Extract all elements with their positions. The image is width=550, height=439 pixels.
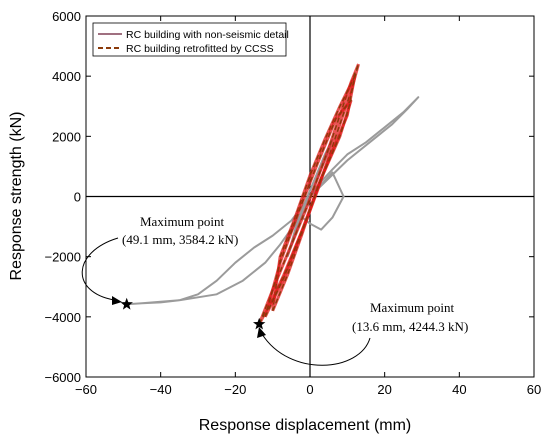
y-axis-ticks: −6000 −4000 −2000 0 2000 4000 6000 — [44, 9, 534, 385]
y-axis-title: Response strength (kN) — [8, 112, 25, 281]
series-retrofitted-loop — [264, 99, 352, 318]
x-axis-title: Response displacement (mm) — [199, 417, 412, 434]
x-tick-label: 60 — [527, 382, 541, 397]
annotation-2-arrow — [261, 333, 371, 366]
series-non-seismic-loop — [125, 195, 311, 306]
annotation-2-arrowhead — [257, 327, 266, 338]
series-non-seismic-loop — [309, 96, 420, 198]
annotation-1-arrow — [81, 237, 119, 301]
x-tick-label: −60 — [75, 382, 97, 397]
annotation-1-title: Maximum point — [140, 214, 225, 229]
y-tick-label: −2000 — [44, 250, 81, 265]
x-tick-label: −20 — [224, 382, 246, 397]
x-tick-label: 20 — [377, 382, 391, 397]
annotation-1-arrowhead — [112, 296, 122, 305]
max-point-markers — [120, 297, 266, 330]
x-tick-label: −40 — [150, 382, 172, 397]
y-tick-label: 6000 — [52, 9, 81, 24]
annotation-2-title: Maximum point — [370, 300, 455, 315]
series-layer — [125, 63, 420, 325]
y-tick-label: −6000 — [44, 370, 81, 385]
max-point-star — [253, 317, 266, 330]
max-point-star — [120, 297, 133, 310]
x-axis-ticks: −60 −40 −20 0 20 40 60 — [75, 16, 541, 397]
x-tick-label: 0 — [306, 382, 313, 397]
y-tick-label: −4000 — [44, 310, 81, 325]
y-tick-label: 2000 — [52, 129, 81, 144]
y-tick-label: 0 — [74, 190, 81, 205]
legend-box — [92, 22, 287, 57]
legend-label-retrofitted: RC building retrofitted by CCSS — [126, 43, 274, 55]
x-tick-label: 40 — [452, 382, 466, 397]
annotation-2-value: (13.6 mm, 4244.3 kN) — [352, 319, 468, 334]
legend-label-non-seismic: RC building with non-seismic detail — [126, 29, 289, 41]
annotation-1-value: (49.1 mm, 3584.2 kN) — [122, 232, 238, 247]
legend: RC building with non-seismic detail RC b… — [92, 22, 289, 57]
y-tick-label: 4000 — [52, 69, 81, 84]
